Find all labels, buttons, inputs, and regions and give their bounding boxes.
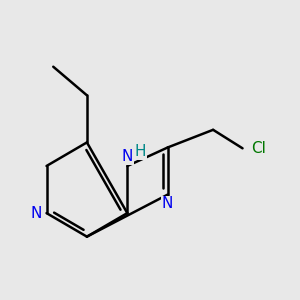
Text: N: N xyxy=(122,149,133,164)
Text: Cl: Cl xyxy=(251,141,266,156)
Text: N: N xyxy=(162,196,173,211)
Text: H: H xyxy=(135,144,146,159)
Text: N: N xyxy=(30,206,42,220)
